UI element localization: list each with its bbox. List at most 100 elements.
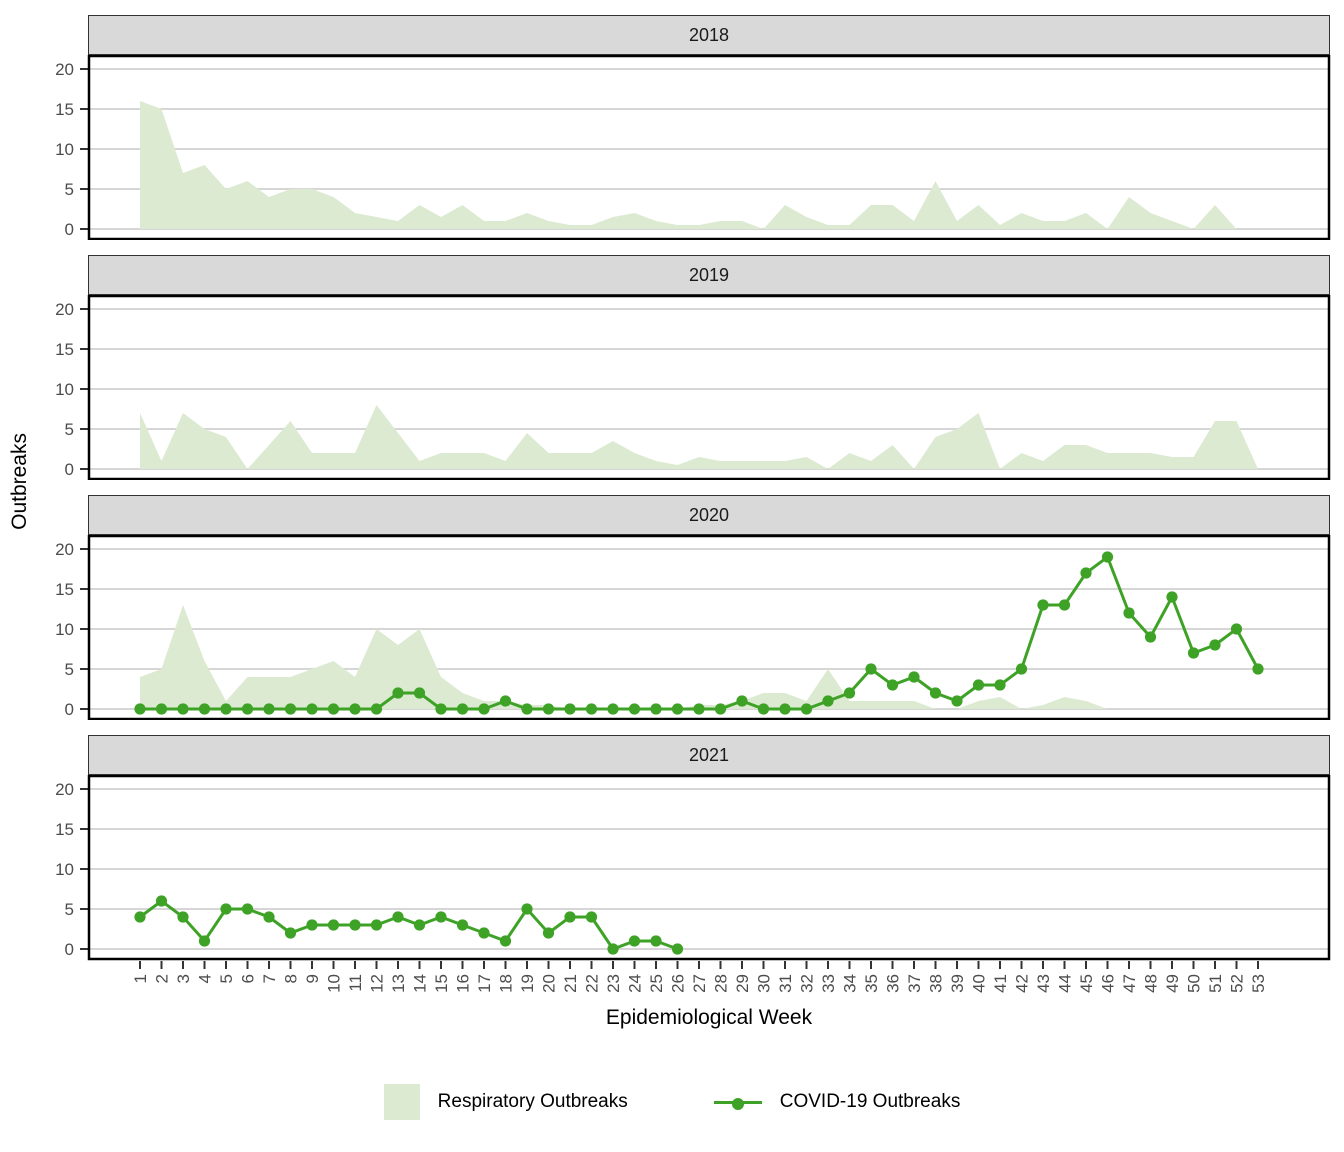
facet-title-2019: 2019 <box>688 264 730 285</box>
covid-point <box>1187 647 1200 659</box>
respiratory-area-swatch-icon <box>383 1084 420 1120</box>
x-tick-label: 10 <box>325 974 344 993</box>
x-tick-label: 36 <box>884 974 903 993</box>
covid-point <box>779 703 791 715</box>
covid-point <box>736 695 748 707</box>
x-tick-label: 27 <box>690 974 709 993</box>
covid-point <box>349 703 361 715</box>
covid-point <box>843 687 856 699</box>
covid-point <box>607 943 619 955</box>
y-tick-label: 10 <box>55 860 74 879</box>
y-tick-label: 10 <box>55 140 74 159</box>
x-tick-label: 12 <box>368 974 387 993</box>
covid-point <box>263 703 275 715</box>
covid-point <box>521 703 533 715</box>
covid-point <box>1037 599 1049 611</box>
y-tick-label: 5 <box>65 900 74 919</box>
covid-point <box>327 703 340 715</box>
x-tick-label: 29 <box>733 974 752 993</box>
covid-point <box>1252 663 1264 675</box>
x-tick-label: 22 <box>583 974 602 993</box>
covid-point <box>628 703 641 715</box>
x-tick-label: 30 <box>755 974 774 993</box>
x-tick-label: 5 <box>217 974 236 983</box>
covid-point <box>1080 567 1092 579</box>
x-tick-label: 7 <box>260 974 279 983</box>
x-tick-label: 9 <box>303 974 322 983</box>
covid-point <box>908 671 920 683</box>
covid-point <box>413 687 426 699</box>
x-tick-label: 45 <box>1077 974 1096 993</box>
x-tick-label: 32 <box>798 974 817 993</box>
covid-point <box>886 679 899 691</box>
covid-point <box>585 703 598 715</box>
y-tick-label: 5 <box>65 180 74 199</box>
x-tick-label: 18 <box>497 974 516 993</box>
x-tick-label: 38 <box>927 974 946 993</box>
covid-point <box>284 927 297 939</box>
covid-point <box>155 703 168 715</box>
covid-point <box>1144 631 1157 643</box>
y-tick-label: 5 <box>65 420 74 439</box>
covid-point <box>1123 607 1135 619</box>
covid-point <box>671 943 684 955</box>
respiratory-area <box>140 605 1258 709</box>
covid-point <box>198 935 211 947</box>
covid-line-swatch-icon <box>713 1084 762 1120</box>
covid-point <box>392 687 404 699</box>
x-tick-label: 48 <box>1142 974 1161 993</box>
x-tick-label: 19 <box>518 974 537 993</box>
x-tick-label: 14 <box>411 974 430 993</box>
y-tick-label: 15 <box>55 820 74 839</box>
y-tick-label: 10 <box>55 380 74 399</box>
covid-point <box>327 919 340 931</box>
y-tick-label: 20 <box>55 780 74 799</box>
y-tick-label: 20 <box>55 300 74 319</box>
x-tick-label: 17 <box>475 974 494 993</box>
panel-border <box>87 775 1331 961</box>
x-tick-label: 13 <box>389 974 408 993</box>
x-tick-label: 2 <box>153 974 172 983</box>
covid-point <box>800 703 813 715</box>
facet-strip-2020: 2020 <box>88 495 1330 535</box>
x-tick-label: 31 <box>776 974 795 993</box>
y-tick-label: 15 <box>55 100 74 119</box>
x-tick-label: 47 <box>1120 974 1139 993</box>
panel-border <box>87 295 1331 480</box>
covid-point <box>822 695 834 707</box>
covid-point <box>134 911 146 923</box>
x-tick-label: 23 <box>604 974 623 993</box>
covid-point <box>650 935 662 947</box>
y-tick-label: 5 <box>65 660 74 679</box>
covid-point <box>177 703 189 715</box>
x-tick-label: 26 <box>669 974 688 993</box>
covid-point <box>521 903 533 915</box>
facet-strip-2021: 2021 <box>88 735 1330 775</box>
covid-point <box>650 703 662 715</box>
covid-point <box>263 911 275 923</box>
covid-point <box>349 919 361 931</box>
x-tick-label: 42 <box>1013 974 1032 993</box>
covid-point <box>220 903 232 915</box>
covid-point <box>542 927 555 939</box>
y-tick-label: 0 <box>65 220 74 239</box>
covid-point <box>456 703 469 715</box>
x-tick-label: 41 <box>991 974 1010 993</box>
x-tick-label: 50 <box>1185 974 1204 993</box>
covid-point <box>370 919 383 931</box>
covid-point <box>177 911 189 923</box>
covid-point <box>220 703 232 715</box>
covid-point <box>392 911 404 923</box>
covid-key-dot <box>731 1098 744 1110</box>
covid-point <box>585 911 598 923</box>
covid-point <box>241 903 254 915</box>
x-tick-label: 34 <box>841 974 860 993</box>
x-tick-label: 4 <box>196 974 215 983</box>
covid-point <box>972 679 985 691</box>
covid-point <box>564 911 576 923</box>
legend-label-covid: COVID-19 Outbreaks <box>779 1091 961 1112</box>
y-tick-label: 15 <box>55 340 74 359</box>
x-tick-label: 11 <box>346 974 365 992</box>
